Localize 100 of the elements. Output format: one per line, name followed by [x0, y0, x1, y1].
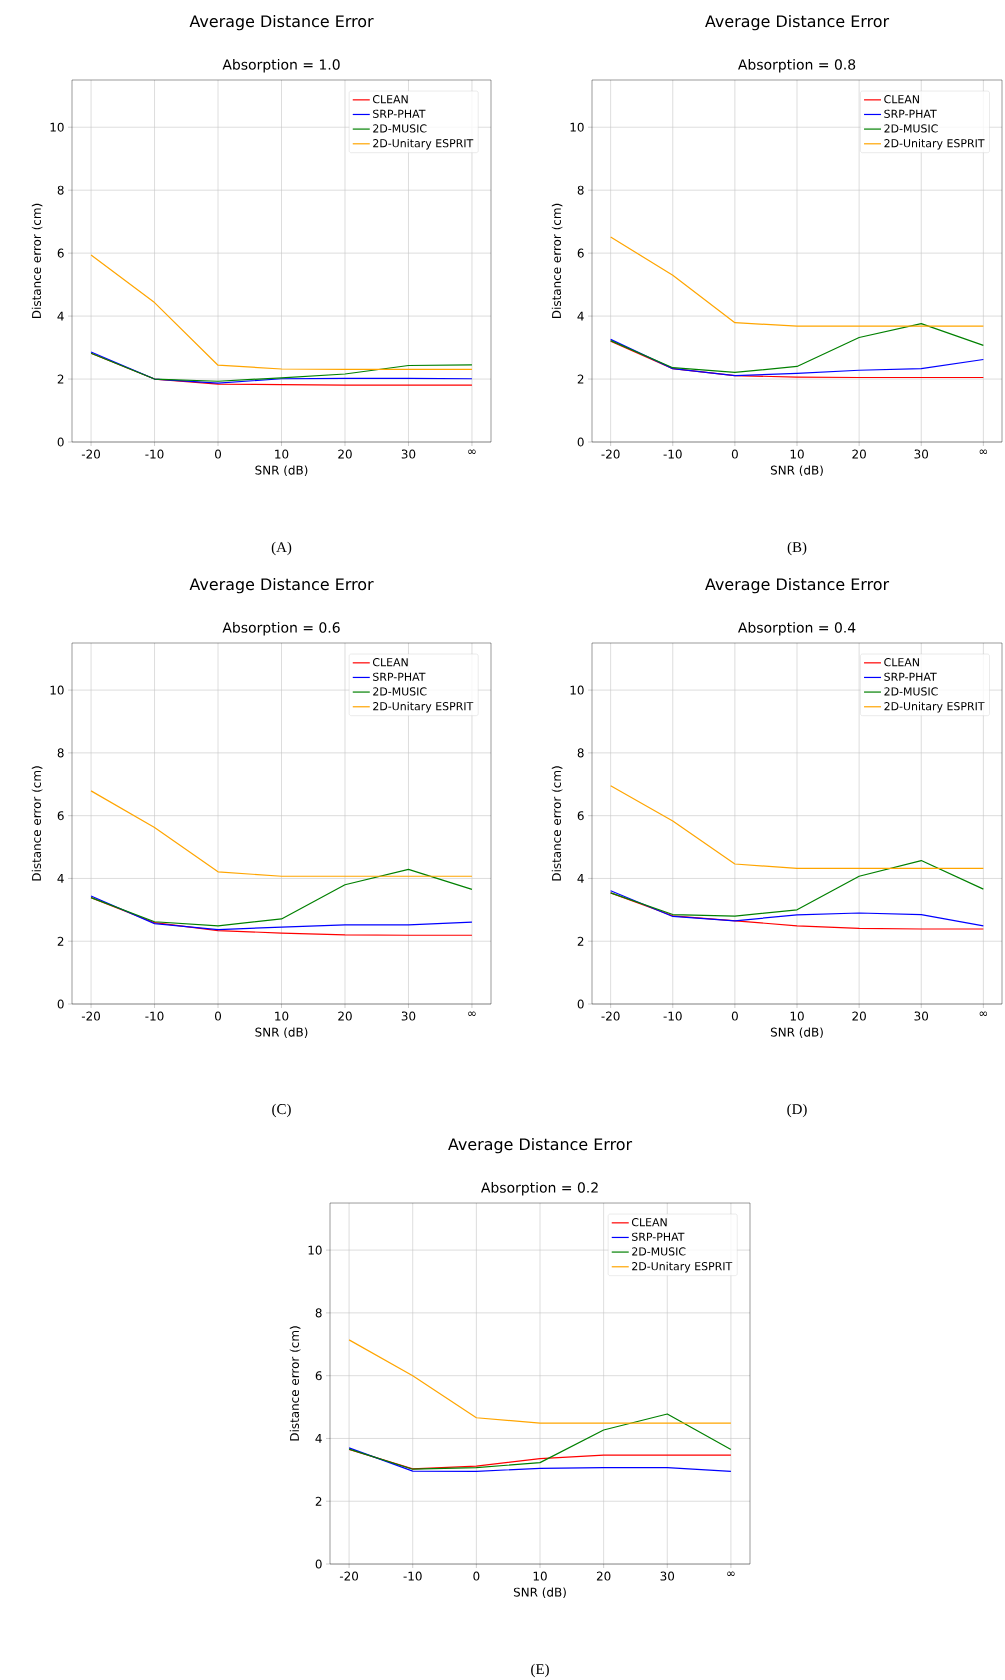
chart-title: Average Distance Error	[189, 577, 374, 594]
legend-label: SRP-PHAT	[632, 1232, 685, 1241]
legend-label: SRP-PHAT	[373, 109, 426, 118]
x-tick-label: 10	[790, 1011, 804, 1021]
y-tick-label: 8	[577, 185, 584, 195]
x-tick-label: 30	[914, 1011, 929, 1021]
x-axis-title: SNR (dB)	[770, 465, 823, 477]
y-axis-title: Distance error (cm)	[289, 1326, 301, 1441]
text: (A)	[271, 541, 292, 556]
y-axis-title: Distance error (cm)	[551, 203, 563, 319]
x-tick-label: -20	[81, 449, 101, 459]
legend-label: CLEAN	[372, 658, 408, 667]
legend-label: CLEAN	[372, 95, 408, 104]
legend-label: SRP-PHAT	[884, 109, 937, 118]
x-tick-label: ∞	[979, 1011, 988, 1017]
x-axis-title: SNR (dB)	[255, 1027, 308, 1039]
x-tick-label: 0	[731, 449, 738, 459]
x-tick-label: 10	[275, 1011, 289, 1021]
y-tick-label: 6	[315, 1371, 322, 1381]
text: (D)	[787, 1103, 807, 1118]
y-tick-label: 2	[315, 1496, 322, 1506]
text: (C)	[272, 1103, 291, 1118]
x-tick-label: -10	[145, 449, 164, 459]
y-tick-label: 8	[57, 185, 64, 195]
y-tick-label: 6	[577, 248, 584, 258]
y-tick-label: 0	[315, 1559, 322, 1569]
legend-label: 2D-Unitary ESPRIT	[884, 138, 985, 150]
x-tick-label: 20	[338, 1011, 352, 1021]
y-tick-label: 0	[577, 437, 584, 447]
line-series	[610, 323, 984, 374]
y-tick-label: 4	[57, 311, 64, 321]
x-tick-label: ∞	[979, 449, 988, 454]
x-tick-label: 20	[596, 1571, 611, 1581]
x-tick-label: -20	[601, 449, 620, 459]
legend-label: 2D-MUSIC	[632, 1247, 686, 1256]
chart-subtitle: Absorption = 0.6	[222, 622, 340, 636]
y-tick-label: 6	[57, 248, 64, 258]
chart-subtitle: Absorption = 0.4	[738, 622, 856, 636]
x-tick-label: ∞	[727, 1571, 735, 1577]
x-tick-label: -10	[663, 449, 682, 459]
x-axis-title: SNR (dB)	[513, 1587, 566, 1599]
chart-title: Average Distance Error	[705, 577, 890, 594]
x-tick-label: 20	[852, 1011, 866, 1021]
y-tick-label: 4	[577, 874, 584, 883]
legend-label: CLEAN	[631, 1218, 667, 1227]
legend-label: 2D-MUSIC	[884, 687, 938, 696]
legend-label: 2D-MUSIC	[373, 687, 427, 696]
y-tick-label: 0	[57, 999, 64, 1009]
x-tick-label: 0	[214, 1011, 222, 1021]
line-series	[348, 1413, 732, 1470]
y-tick-label: 10	[570, 122, 584, 132]
x-tick-label: ∞	[468, 449, 476, 454]
legend-label: SRP-PHAT	[373, 672, 426, 681]
x-tick-label: 0	[473, 1571, 480, 1581]
legend-label: 2D-MUSIC	[373, 124, 427, 133]
text: (B)	[787, 541, 807, 556]
x-tick-label: -10	[145, 1011, 164, 1021]
legend-label: 2D-Unitary ESPRIT	[373, 701, 474, 713]
chart-subtitle: Absorption = 0.2	[481, 1182, 598, 1196]
legend-label: SRP-PHAT	[884, 672, 937, 681]
y-tick-label: 4	[57, 874, 64, 883]
y-tick-label: 0	[57, 437, 64, 447]
y-tick-label: 10	[50, 122, 64, 132]
x-tick-label: 30	[401, 449, 416, 459]
legend-label: 2D-Unitary ESPRIT	[373, 138, 474, 150]
chart-title: Average Distance Error	[705, 14, 890, 31]
chart-title: Average Distance Error	[189, 14, 374, 31]
x-tick-label: 20	[852, 449, 866, 459]
y-tick-label: 10	[50, 685, 64, 695]
y-tick-label: 6	[57, 811, 64, 821]
legend-label: 2D-Unitary ESPRIT	[884, 701, 985, 713]
y-tick-label: 8	[577, 748, 584, 758]
legend-label: CLEAN	[884, 95, 919, 104]
x-tick-label: 30	[401, 1011, 416, 1021]
x-tick-label: 10	[790, 449, 804, 459]
y-tick-label: 6	[577, 811, 584, 821]
x-axis-title: SNR (dB)	[255, 465, 308, 477]
x-tick-label: 0	[731, 1011, 738, 1021]
x-tick-label: 10	[533, 1571, 547, 1581]
x-tick-label: ∞	[468, 1011, 476, 1017]
legend-label: 2D-Unitary ESPRIT	[632, 1261, 733, 1273]
chart-subtitle: Absorption = 1.0	[222, 59, 340, 73]
y-tick-label: 0	[577, 999, 584, 1009]
line-series	[90, 868, 473, 927]
y-tick-label: 2	[57, 374, 64, 384]
y-tick-label: 2	[577, 936, 584, 946]
x-tick-label: 30	[914, 449, 929, 459]
x-tick-label: -10	[663, 1011, 682, 1021]
x-tick-label: 0	[214, 449, 222, 459]
y-axis-title: Distance error (cm)	[31, 766, 43, 881]
chart-subtitle: Absorption = 0.8	[738, 59, 856, 73]
y-tick-label: 10	[570, 685, 584, 695]
x-tick-label: 30	[660, 1571, 675, 1581]
legend-label: 2D-MUSIC	[884, 124, 938, 133]
x-tick-label: 20	[338, 449, 352, 459]
x-axis-title: SNR (dB)	[770, 1027, 823, 1039]
x-tick-label: -20	[339, 1571, 359, 1581]
y-tick-label: 8	[57, 748, 64, 758]
y-tick-label: 8	[315, 1308, 322, 1318]
chart-title: Average Distance Error	[448, 1137, 633, 1154]
